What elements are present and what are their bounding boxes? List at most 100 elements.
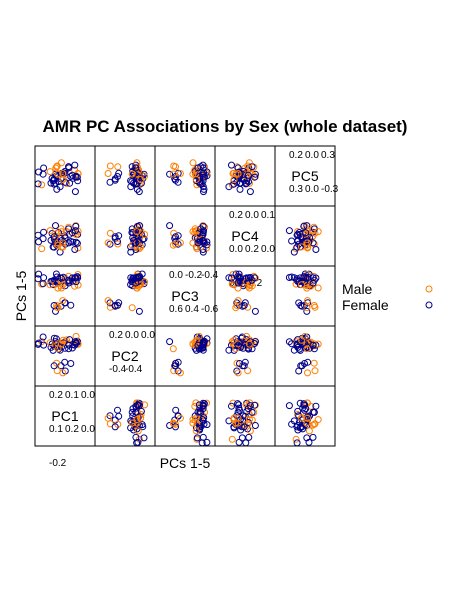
point-female-PC5-PC4-40 [312,246,320,253]
point-male-PC4-PC5-41 [246,168,254,176]
point-female-PC4-PC2-46 [236,343,244,351]
point-female-PC4-PC1-24 [230,424,238,432]
point-female-PC1-PC5-33 [61,167,69,175]
point-female-PC1-PC2-8 [61,358,69,366]
point-female-PC2-PC1-47 [134,401,141,409]
point-female-PC5-PC4-45 [285,227,293,235]
point-female-PC2-PC4-32 [106,240,114,248]
point-male-PC1-PC2-41 [46,339,54,347]
point-female-PC1-PC2-47 [72,340,80,347]
diagonal-tick-PC4-3: 0.0 [229,244,243,255]
point-female-PC3-PC5-46 [199,170,207,178]
point-male-PC4-PC2-50 [232,345,240,353]
point-male-PC5-PC4-52 [298,243,305,251]
point-female-PC3-PC4-53 [194,239,202,247]
point-female-PC1-PC5-35 [34,180,42,188]
point-male-PC4-PC2-38 [244,367,252,375]
point-female-PC4-PC3-53 [234,279,242,287]
point-male-PC5-PC1-41 [305,427,313,435]
point-female-PC1-PC4-34 [67,238,75,245]
point-female-PC4-PC3-48 [248,276,256,284]
point-male-PC1-PC4-51 [57,228,65,236]
point-male-PC3-PC4-44 [189,239,197,247]
point-female-PC5-PC3-47 [300,274,308,282]
point-male-PC4-PC2-52 [230,336,238,344]
diagonal-tick-PC1-1: 0.1 [65,390,79,401]
point-female-PC4-PC3-49 [240,302,248,309]
point-female-PC2-PC3-30 [135,307,143,315]
point-female-PC5-PC1-40 [312,402,320,410]
legend-marker-female [425,301,433,309]
point-male-PC4-PC1-5 [228,435,236,443]
point-female-PC1-PC5-29 [40,164,48,172]
point-male-PC2-PC4-50 [128,241,136,249]
point-male-PC3-PC4-51 [189,228,197,236]
point-female-PC5-PC4-46 [303,237,311,245]
point-female-PC2-PC4-42 [129,229,137,237]
point-male-PC3-PC1-51 [189,416,197,424]
point-female-PC2-PC3-46 [130,274,138,282]
point-male-PC4-PC3-50 [232,304,240,312]
point-female-PC5-PC4-47 [300,222,308,230]
point-male-PC5-PC3-50 [303,304,311,312]
point-female-PC3-PC1-29 [199,433,207,441]
point-male-PC1-PC3-25 [71,282,79,290]
point-female-PC5-PC4-31 [304,238,312,246]
point-male-PC1-PC3-54 [59,297,67,305]
point-female-PC1-PC5-40 [71,161,79,169]
point-male-PC3-PC2-54 [176,369,184,377]
point-female-PC4-PC1-47 [251,401,259,409]
point-male-PC3-PC4-52 [192,243,200,251]
point-male-PC5-PC3-54 [304,297,311,305]
point-male-PC3-PC4-38 [170,229,178,237]
diagonal-tick-PC3-5: -0.6 [201,304,219,315]
panel-PC2-PC1 [94,385,156,447]
point-male-PC2-PC1-54 [104,414,112,422]
point-female-PC1-PC4-40 [71,246,79,253]
diagonal-label-PC1: PC1 [51,408,78,424]
point-female-PC5-PC3-36 [294,277,302,285]
point-female-PC2-PC1-53 [132,408,140,416]
point-male-PC2-PC1-51 [133,416,141,424]
point-female-PC4-PC5-16 [225,183,233,191]
point-male-PC3-PC1-25 [191,402,199,410]
point-male-PC2-PC1-52 [137,414,145,422]
point-male-PC1-PC5-5 [38,181,46,189]
point-female-PC5-PC2-8 [304,358,312,366]
diagonal-tick-PC5-1: 0.0 [305,150,319,161]
point-female-PC4-PC1-49 [240,423,248,431]
point-female-PC2-PC5-42 [129,171,137,179]
point-female-PC5-PC2-49 [297,362,305,370]
point-female-PC5-PC1-47 [300,401,308,409]
point-female-PC2-PC1-48 [128,408,136,416]
point-male-PC4-PC5-54 [234,170,242,177]
diagonal-tick-PC2-0: 0.2 [109,330,123,341]
point-male-PC1-PC5-51 [57,159,65,167]
point-female-PC3-PC1-53 [194,408,202,416]
point-female-PC2-PC1-22 [140,434,148,442]
panel-PC1-PC2 [34,325,96,387]
point-male-PC3-PC1-39 [192,399,200,407]
point-female-PC2-PC5-49 [111,176,119,184]
point-male-PC5-PC2-54 [304,369,311,377]
point-female-PC4-PC3-34 [236,301,243,309]
point-male-PC2-PC4-4 [114,240,122,248]
diagonal-tick-PC4-5: 0.0 [261,244,275,255]
point-female-PC4-PC1-43 [235,401,243,409]
diagonal-tick-PC3-0: 0.0 [169,270,183,281]
point-female-PC3-PC1-43 [195,401,203,409]
point-male-PC2-PC5-54 [104,170,112,177]
panel-PC3-PC2 [154,325,216,387]
point-female-PC3-PC5-53 [194,164,202,172]
point-female-PC2-PC3-34 [114,301,121,309]
point-female-PC3-PC2-49 [172,362,179,370]
point-male-PC3-PC4-50 [169,241,177,249]
point-female-PC1-PC4-16 [56,248,64,256]
diagonal-tick-PC1-4: 0.2 [65,424,79,435]
point-female-PC5-PC1-33 [306,412,314,420]
point-male-PC4-PC2-51 [245,340,253,348]
point-female-PC1-PC4-47 [72,222,80,230]
point-male-PC2-PC4-37 [141,231,149,238]
